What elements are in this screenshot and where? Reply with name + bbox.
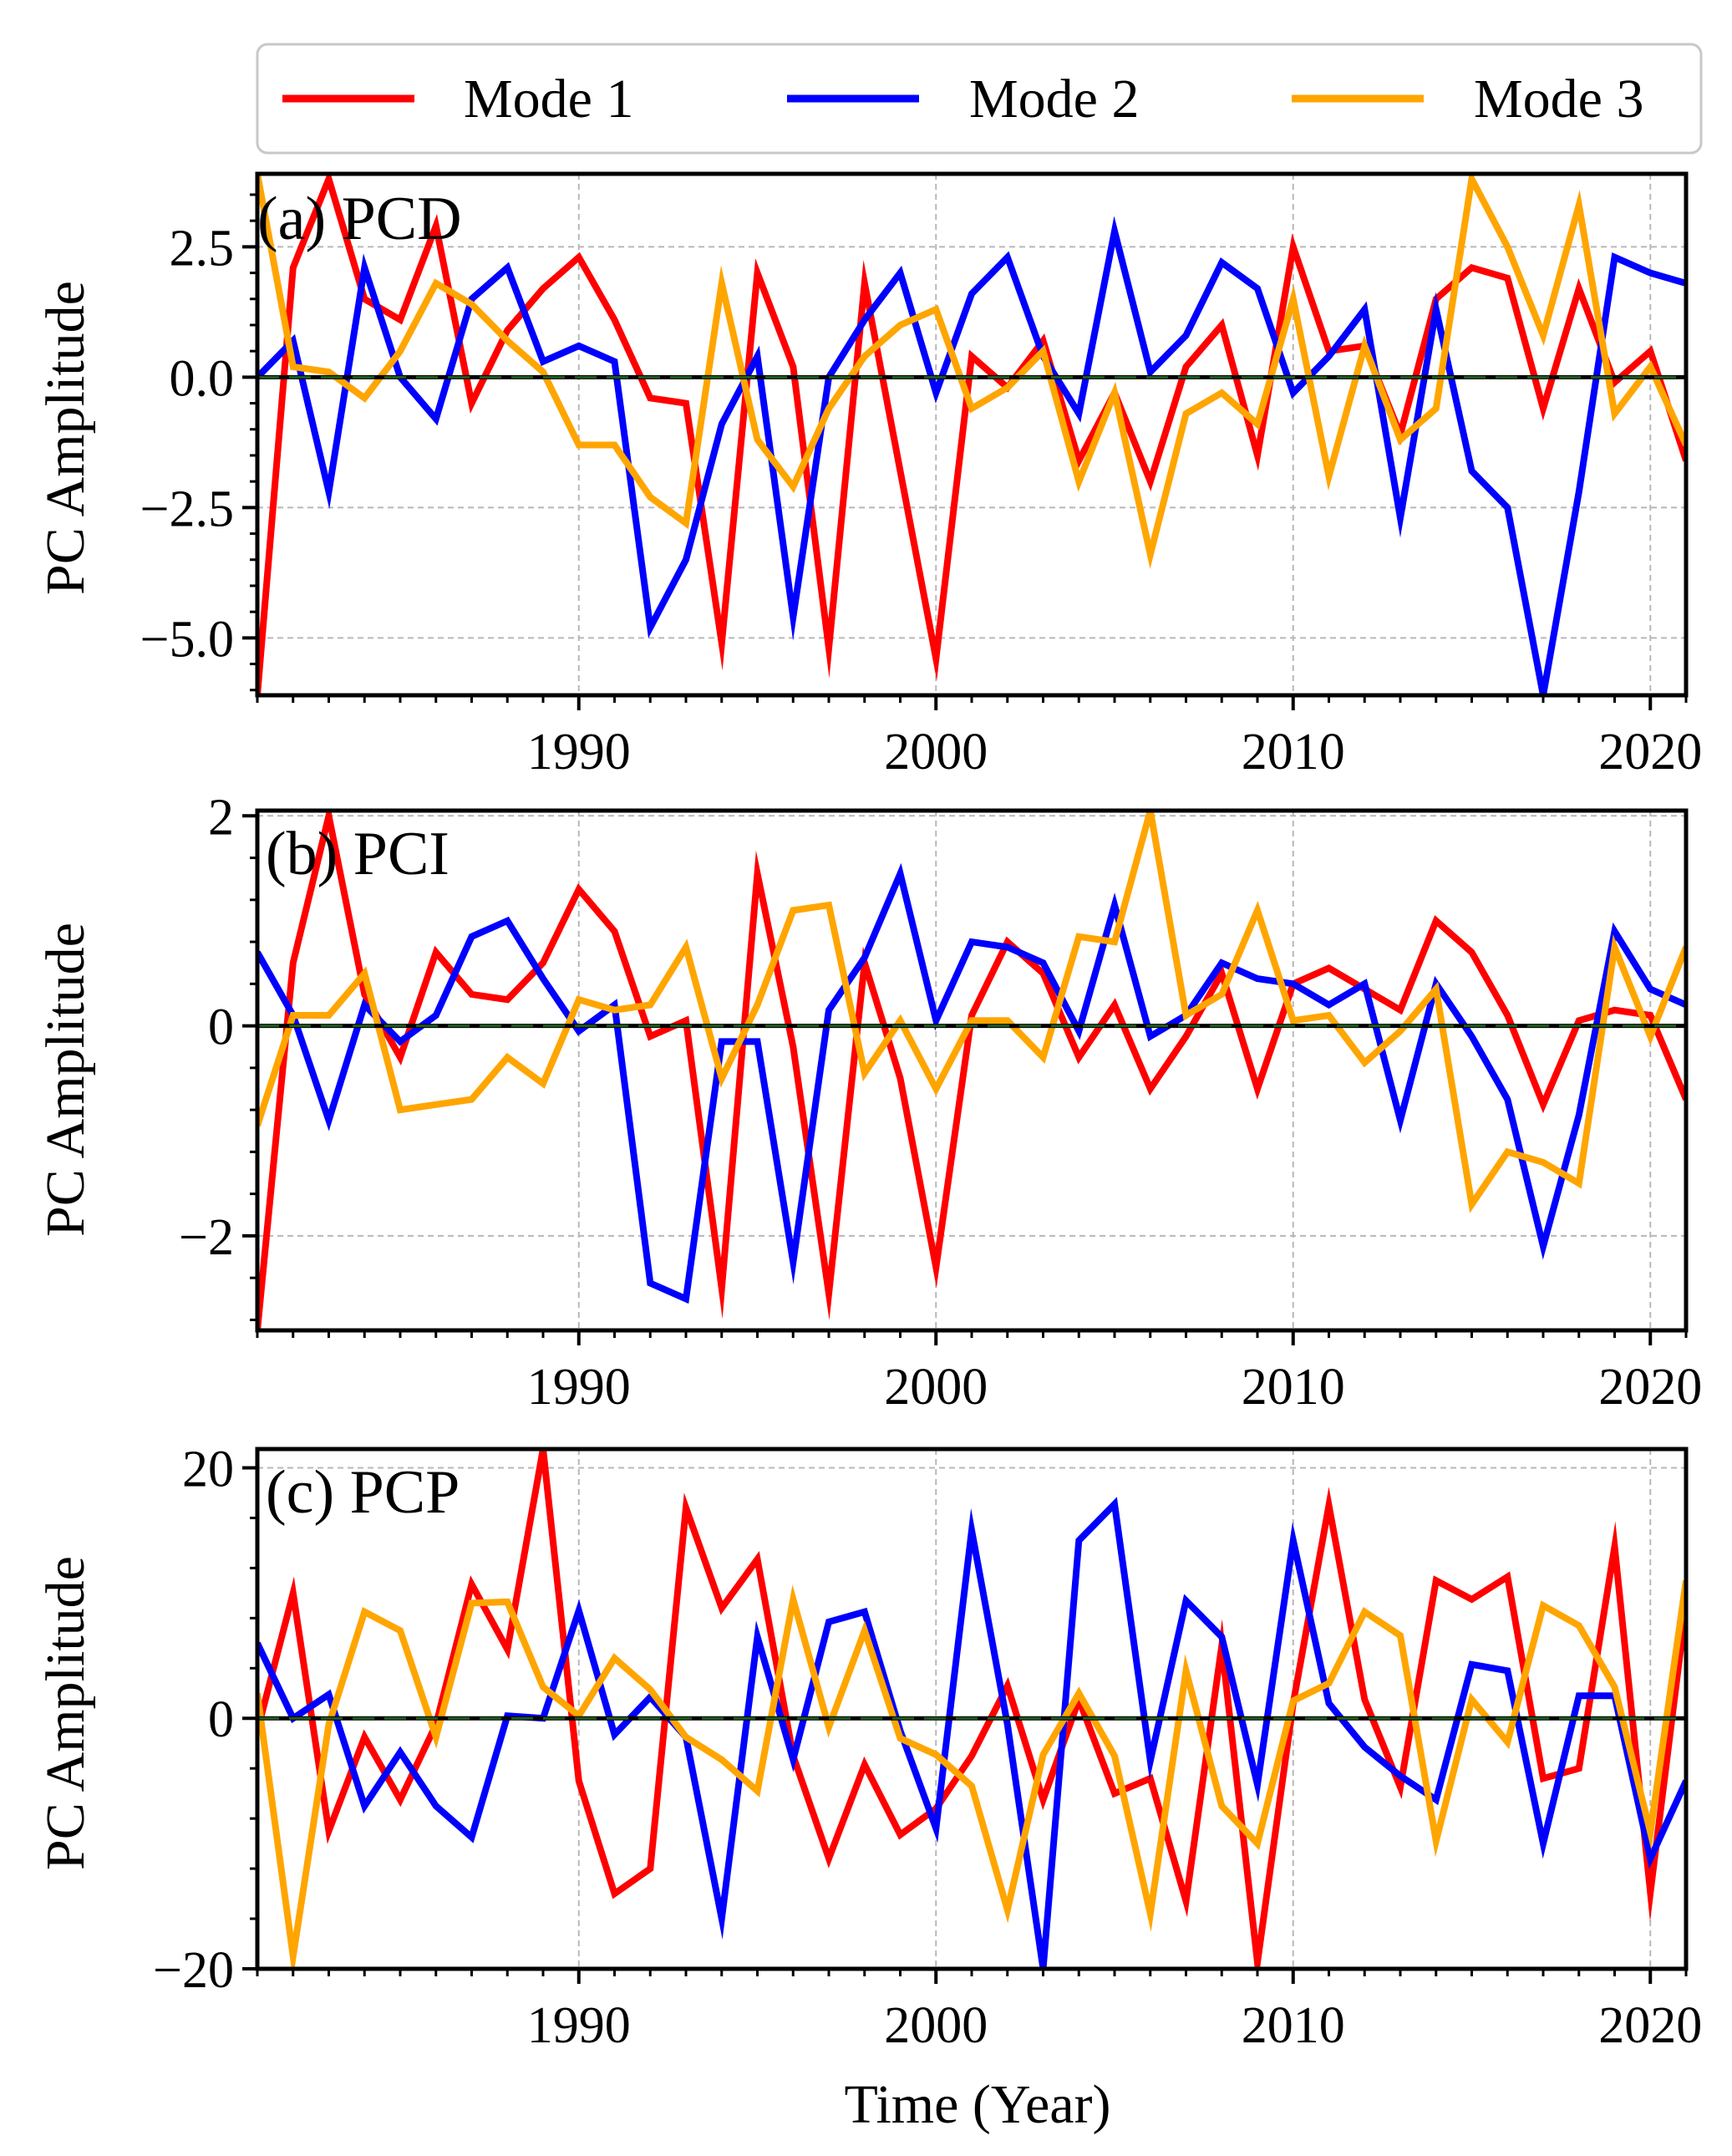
- panel-b-x-tick-label-2010: 2010: [1242, 1359, 1345, 1416]
- panel-c-y-tick-label-0: −20: [153, 1942, 234, 1999]
- panel-b-line-mode-3: [257, 811, 1686, 1213]
- panel-a-frame: [255, 171, 1689, 698]
- panel-c-x-tick-label-2010: 2010: [1242, 1997, 1345, 2054]
- legend-frame: [256, 43, 1703, 155]
- panel-c: 1990 2000 2010 2020 −20 0 20 (c) PCP PC Amplit…: [35, 1441, 1702, 2135]
- panel-b-plot: [257, 811, 1686, 1330]
- panel-a-axes: 1990 2000 2010 2020 −5.0 −2.5 0.0 2.5: [140, 171, 1702, 781]
- panel-b-x-tick-label-2000: 2000: [884, 1359, 988, 1416]
- panel-a-y-tick-label-1: −2.5: [140, 481, 234, 537]
- legend: Mode 1 Mode 2 Mode 3: [256, 43, 1703, 155]
- panel-c-x-tick-label-2020: 2020: [1598, 1997, 1702, 2054]
- panel-a-x-tick-label-2000: 2000: [884, 724, 988, 781]
- panel-c-line-mode-3: [257, 1579, 1686, 1969]
- panel-a-line-mode-2: [257, 216, 1686, 695]
- panel-a-title: (a) PCD: [257, 185, 462, 253]
- panel-b-x-tick-label-2020: 2020: [1598, 1359, 1702, 1416]
- panel-b-x-tick-label-1990: 1990: [527, 1359, 631, 1416]
- x-axis-title: Time (Year): [844, 2074, 1110, 2135]
- panel-b: 1990 2000 2010 2020 −2 0 2 (b) PCI PC Amplitud…: [35, 789, 1702, 1416]
- panel-c-y-tick-label-2: 20: [182, 1441, 234, 1498]
- panel-c-x-tick-label-1990: 1990: [527, 1997, 631, 2054]
- panel-b-title: (b) PCI: [266, 820, 450, 888]
- panel-a-y-tick-label-2: 0.0: [170, 350, 235, 407]
- panel-a-y-tick-label-3: 2.5: [170, 220, 235, 277]
- panel-a-x-tick-label-2020: 2020: [1598, 724, 1702, 781]
- panel-a-line-mode-3: [257, 174, 1686, 569]
- panel-c-axes: 1990 2000 2010 2020 −20 0 20: [153, 1441, 1702, 2054]
- panel-b-line-mode-1: [257, 811, 1686, 1330]
- panel-c-line-mode-2: [257, 1497, 1686, 1969]
- panel-c-x-tick-label-2000: 2000: [884, 1997, 988, 2054]
- panel-b-y-axis-title: PC Amplitude: [35, 923, 96, 1237]
- panel-a-line-mode-1: [257, 174, 1686, 695]
- legend-label-mode-3: Mode 3: [1474, 69, 1643, 130]
- panel-a-y-axis-title: PC Amplitude: [35, 281, 96, 595]
- panel-a-x-tick-label-1990: 1990: [527, 724, 631, 781]
- panel-c-title: (c) PCP: [266, 1458, 460, 1527]
- panel-c-line-mode-1: [257, 1449, 1686, 1969]
- panel-c-y-tick-label-1: 0: [208, 1691, 234, 1748]
- panel-c-y-axis-title: PC Amplitude: [35, 1556, 96, 1870]
- panel-b-y-tick-label-2: 2: [208, 789, 234, 846]
- panel-a-grid: [257, 174, 1686, 695]
- panel-b-frame: [255, 808, 1689, 1333]
- panel-c-series-group: [257, 1449, 1686, 1969]
- panel-b-axes: 1990 2000 2010 2020 −2 0 2: [179, 789, 1702, 1416]
- panel-a-x-tick-label-2010: 2010: [1242, 724, 1345, 781]
- panel-a-plot: [257, 174, 1686, 695]
- panel-a: 1990 2000 2010 2020 −5.0 −2.5 0.0 2.5 (a) PCD P…: [35, 171, 1702, 781]
- panel-b-grid: [257, 811, 1686, 1330]
- panel-b-line-mode-2: [257, 862, 1686, 1304]
- panel-a-y-tick-label-0: −5.0: [140, 611, 234, 668]
- legend-label-mode-1: Mode 1: [464, 69, 633, 130]
- panel-c-plot: [257, 1449, 1686, 1969]
- panel-b-y-tick-label-0: −2: [179, 1209, 234, 1266]
- panel-a-series-group: [257, 174, 1686, 695]
- legend-label-mode-2: Mode 2: [969, 69, 1139, 130]
- panel-b-series-group: [257, 811, 1686, 1330]
- panel-b-y-tick-label-1: 0: [208, 999, 234, 1056]
